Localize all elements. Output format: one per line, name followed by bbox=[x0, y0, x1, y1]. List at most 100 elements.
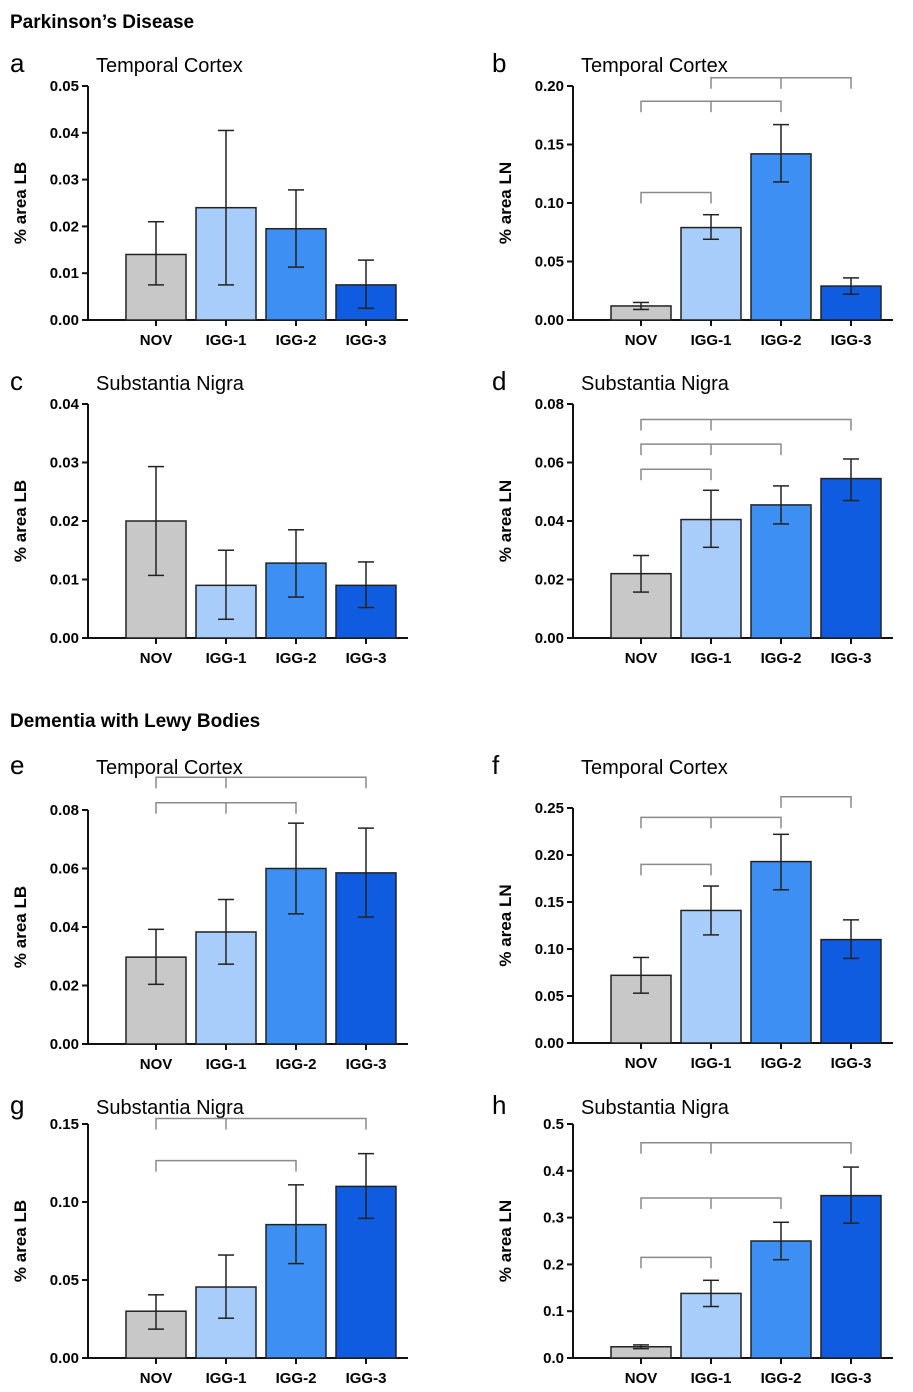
significance-bracket bbox=[640, 1256, 712, 1269]
panel-letter: b bbox=[492, 48, 506, 78]
y-tick-label: 0.04 bbox=[50, 125, 80, 142]
section-title-dlb: Dementia with Lewy Bodies bbox=[10, 711, 260, 732]
panel-title: Temporal Cortex bbox=[96, 757, 243, 779]
y-axis-label: % area LN bbox=[496, 480, 515, 562]
x-tick-label: IGG-3 bbox=[346, 650, 387, 667]
x-tick-label: IGG-1 bbox=[206, 1370, 247, 1387]
x-tick-label: IGG-1 bbox=[206, 332, 247, 349]
significance-bracket bbox=[640, 418, 852, 431]
y-tick-label: 0.08 bbox=[50, 802, 79, 819]
x-tick-label: IGG-3 bbox=[831, 650, 872, 667]
panel-a: a Temporal Cortex % area LB 0.00 0.01 0.02 0.0… bbox=[10, 48, 408, 349]
x-tick-label: IGG-2 bbox=[761, 332, 802, 349]
significance-bracket bbox=[640, 468, 712, 481]
y-tick-label: 0.05 bbox=[50, 78, 79, 95]
panel-letter: e bbox=[10, 750, 24, 780]
bar-igg-3 bbox=[820, 477, 882, 639]
x-tick-label: IGG-3 bbox=[346, 1370, 387, 1387]
y-tick-label: 0.15 bbox=[50, 1116, 79, 1133]
panel-f: f Temporal Cortex % area LN 0.00 0.05 0.10 0.1… bbox=[492, 750, 893, 1072]
x-tick-label: IGG-1 bbox=[691, 1055, 732, 1072]
bar-igg-2 bbox=[750, 1240, 812, 1359]
significance-bracket bbox=[155, 1117, 367, 1130]
y-tick-label: 0.00 bbox=[50, 630, 79, 647]
x-tick-label: IGG-2 bbox=[276, 1370, 317, 1387]
y-tick-label: 0.10 bbox=[50, 1194, 79, 1211]
panel-letter: d bbox=[492, 366, 506, 396]
significance-bracket bbox=[155, 1159, 297, 1172]
panel-title: Substantia Nigra bbox=[96, 1097, 245, 1119]
panel-letter: h bbox=[492, 1090, 506, 1120]
y-tick-label: 0.3 bbox=[543, 1210, 564, 1227]
y-tick-label: 0.20 bbox=[535, 847, 564, 864]
y-tick-label: 0.02 bbox=[50, 218, 79, 235]
y-tick-label: 0.25 bbox=[535, 800, 564, 817]
y-tick-label: 0.00 bbox=[535, 630, 564, 647]
y-tick-label: 0.2 bbox=[543, 1256, 564, 1273]
x-tick-label: IGG-1 bbox=[691, 1370, 732, 1387]
bar-igg-2 bbox=[750, 860, 812, 1044]
y-tick-label: 0.02 bbox=[50, 513, 79, 530]
significance-bracket bbox=[640, 1197, 782, 1209]
x-tick-label: NOV bbox=[140, 1056, 173, 1073]
y-tick-label: 0.02 bbox=[535, 572, 564, 589]
y-tick-label: 0.00 bbox=[50, 1036, 79, 1053]
y-axis-label: % area LN bbox=[496, 1200, 515, 1282]
bar-igg-1 bbox=[680, 226, 742, 321]
x-tick-label: IGG-3 bbox=[831, 1055, 872, 1072]
y-axis-label: % area LB bbox=[11, 886, 30, 968]
y-tick-label: 0.06 bbox=[535, 455, 564, 472]
panel-c: c Substantia Nigra % area LB 0.00 0.01 0.02 0.… bbox=[10, 366, 408, 667]
x-tick-label: NOV bbox=[625, 1370, 658, 1387]
y-axis-label: % area LN bbox=[496, 162, 515, 244]
y-tick-label: 0.01 bbox=[50, 572, 79, 589]
y-tick-label: 0.06 bbox=[50, 861, 79, 878]
panel-d: d Substantia Nigra % area LN 0.00 0.02 0.04 0.… bbox=[492, 366, 893, 667]
x-tick-label: IGG-2 bbox=[761, 1370, 802, 1387]
y-axis-label: % area LB bbox=[11, 162, 30, 244]
panel-title: Substantia Nigra bbox=[96, 373, 245, 395]
x-tick-label: IGG-3 bbox=[831, 332, 872, 349]
significance-bracket bbox=[640, 863, 712, 876]
panel-letter: f bbox=[492, 750, 500, 780]
x-tick-label: NOV bbox=[140, 332, 173, 349]
y-tick-label: 0.05 bbox=[535, 254, 564, 271]
y-tick-label: 0.08 bbox=[535, 396, 564, 413]
panel-b: b Temporal Cortex % area LN 0.00 0.05 0.10 0.1… bbox=[492, 48, 893, 349]
y-tick-label: 0.04 bbox=[50, 919, 80, 936]
y-tick-label: 0.00 bbox=[50, 1350, 79, 1367]
panel-e: e Temporal Cortex % area LB 0.00 0.02 0.04 0.0… bbox=[10, 750, 408, 1073]
panel-title: Temporal Cortex bbox=[581, 757, 728, 779]
x-tick-label: IGG-1 bbox=[691, 332, 732, 349]
panel-letter: g bbox=[10, 1090, 24, 1120]
x-tick-label: IGG-1 bbox=[206, 1056, 247, 1073]
y-axis-label: % area LN bbox=[496, 884, 515, 966]
x-tick-label: NOV bbox=[140, 1370, 173, 1387]
x-tick-label: IGG-2 bbox=[761, 650, 802, 667]
x-tick-label: IGG-2 bbox=[276, 650, 317, 667]
y-tick-label: 0.03 bbox=[50, 455, 79, 472]
y-tick-label: 0.00 bbox=[535, 1035, 564, 1052]
panel-letter: a bbox=[10, 48, 25, 78]
panel-title: Temporal Cortex bbox=[96, 55, 243, 77]
x-tick-label: NOV bbox=[625, 1055, 658, 1072]
y-tick-label: 0.1 bbox=[543, 1303, 564, 1320]
y-tick-label: 0.02 bbox=[50, 978, 79, 995]
y-tick-label: 0.20 bbox=[535, 78, 564, 95]
x-tick-label: IGG-2 bbox=[276, 332, 317, 349]
x-tick-label: IGG-3 bbox=[346, 332, 387, 349]
x-tick-label: IGG-2 bbox=[276, 1056, 317, 1073]
significance-bracket bbox=[155, 776, 367, 789]
x-tick-label: IGG-1 bbox=[206, 650, 247, 667]
y-tick-label: 0.00 bbox=[535, 312, 564, 329]
chart-panels: a Temporal Cortex % area LB 0.00 0.01 0.02 0.0… bbox=[10, 48, 893, 1387]
x-tick-label: IGG-3 bbox=[346, 1056, 387, 1073]
y-tick-label: 0.0 bbox=[543, 1350, 564, 1367]
x-tick-label: IGG-3 bbox=[831, 1370, 872, 1387]
y-tick-label: 0.01 bbox=[50, 265, 79, 282]
significance-bracket bbox=[640, 191, 712, 204]
x-tick-label: IGG-1 bbox=[691, 650, 732, 667]
panel-h: h Substantia Nigra % area LN 0.0 0.1 0.2 0.3 0.… bbox=[492, 1090, 893, 1387]
y-tick-label: 0.15 bbox=[535, 894, 564, 911]
